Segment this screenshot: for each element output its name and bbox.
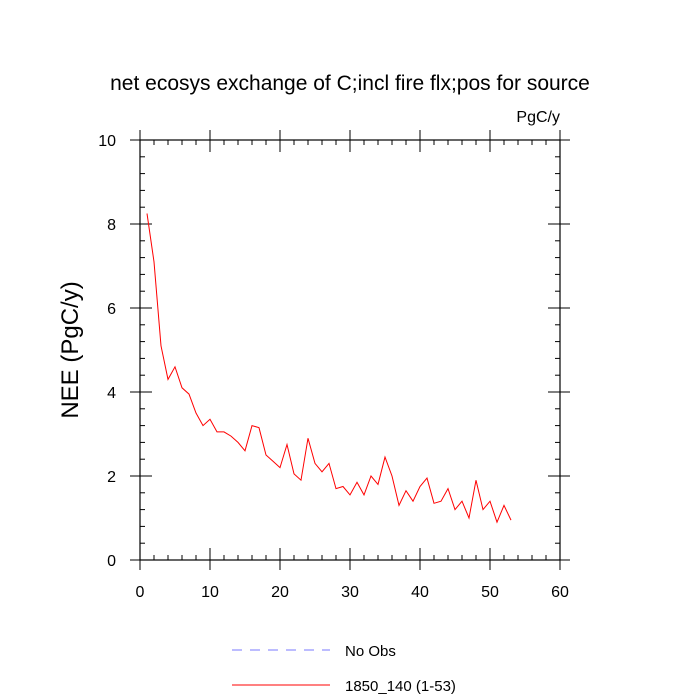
x-tick-label: 30 [341,584,359,601]
tick-labels: 0 10 20 30 40 50 60 0 2 4 6 8 10 [98,133,569,601]
axis-ticks [130,130,570,570]
x-tick-label: 0 [136,584,145,601]
x-tick-label: 60 [551,584,569,601]
y-axis-label: NEE (PgC/y) [57,281,84,418]
series-line [146,213,512,524]
plot-frame [139,139,561,561]
x-tick-label: 20 [271,584,289,601]
y-tick-label: 10 [98,133,116,150]
chart-title: net ecosys exchange of C;incl fire flx;p… [110,72,590,95]
legend-label-series: 1850_140 (1-53) [345,678,456,695]
y-tick-label: 2 [107,469,116,486]
series-layer [146,213,512,524]
y-tick-label: 6 [107,301,116,318]
x-tick-label: 10 [201,584,219,601]
legend: No Obs 1850_140 (1-53) [232,643,456,695]
y-tick-label: 0 [107,553,116,570]
units-label: PgC/y [516,109,560,126]
legend-label-no-obs: No Obs [345,643,396,660]
x-tick-label: 40 [411,584,429,601]
x-tick-label: 50 [481,584,499,601]
y-tick-label: 4 [107,385,116,402]
y-tick-label: 8 [107,217,116,234]
